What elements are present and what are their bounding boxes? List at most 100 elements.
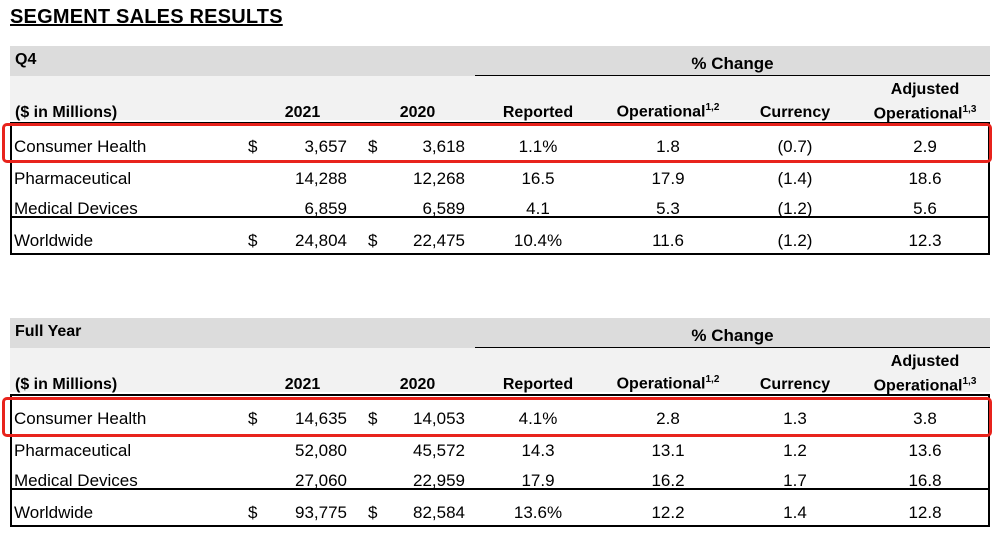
value-2021: 27,060 (295, 471, 347, 490)
segment-label: Medical Devices (14, 199, 138, 218)
operational-value: 12.2 (651, 503, 685, 522)
operational-value: 11.6 (652, 231, 684, 250)
period-label: Q4 (15, 51, 37, 68)
segment-label: Pharmaceutical (14, 441, 132, 460)
value-2020: 6,589 (422, 199, 465, 218)
reported-header: Reported (502, 376, 574, 393)
segment-label: Consumer Health (14, 409, 147, 428)
value-2021: 14,288 (295, 169, 347, 188)
value-2021: 14,635 (295, 409, 347, 428)
results-table (10, 394, 990, 527)
pct-change-header: % Change (691, 326, 774, 345)
header-band (10, 46, 990, 76)
operational-header-text: Operational (616, 375, 706, 393)
currency-value: (0.7) (777, 137, 813, 156)
value-2020: 14,053 (413, 409, 465, 428)
operational-value: 16.2 (651, 471, 685, 490)
currency-value: 1.2 (783, 441, 807, 460)
value-2020: 22,959 (413, 471, 465, 490)
currency-value: (1.2) (777, 199, 813, 218)
adjusted-header-line2: Operational1,3 (860, 376, 990, 394)
segment-label: Pharmaceutical (14, 169, 132, 188)
segment-label: Consumer Health (14, 137, 147, 156)
segment-label: Medical Devices (14, 471, 138, 490)
reported-value: 16.5 (521, 169, 555, 188)
reported-value: 4.1% (518, 409, 558, 428)
value-2021: 6,859 (304, 199, 347, 218)
q4-section: Q4 % Change ($ in Millions) 2021 2020 Re… (10, 46, 990, 256)
adjusted-value: 16.8 (908, 471, 942, 490)
worldwide-rule (12, 488, 988, 490)
reported-value: 17.9 (521, 471, 555, 490)
value-2020: 3,618 (422, 137, 465, 156)
pct-change-rule (475, 347, 990, 348)
dollar-sign: $ (368, 137, 378, 156)
dollar-sign: $ (248, 409, 258, 428)
operational-header-text: Operational (616, 103, 706, 121)
adjusted-value: 12.3 (908, 231, 942, 250)
period-label: Full Year (15, 323, 82, 340)
currency-value: (1.4) (777, 169, 813, 188)
operational-header: Operational1,2 (603, 102, 733, 121)
adjusted-value: 13.6 (908, 441, 942, 460)
value-2021: 3,657 (304, 137, 347, 156)
adjusted-value: 2.9 (913, 137, 937, 156)
currency-value: (1.2) (777, 231, 813, 250)
adjusted-header-text: Operational (873, 105, 963, 122)
header-band (10, 318, 990, 348)
year-2021-header: 2021 (284, 376, 321, 393)
full-year-section: Full Year % Change ($ in Millions) 2021 … (10, 318, 990, 528)
operational-value: 2.8 (656, 409, 680, 428)
reported-value: 4.1 (526, 199, 550, 218)
pct-change-header: % Change (691, 54, 774, 73)
dollar-sign: $ (248, 137, 258, 156)
operational-footnote: 1,2 (705, 374, 720, 385)
operational-value: 5.3 (656, 199, 680, 218)
dollar-sign: $ (248, 231, 258, 250)
value-2020: 45,572 (413, 441, 465, 460)
dollar-sign: $ (368, 409, 378, 428)
dollar-sign: $ (368, 503, 378, 522)
worldwide-rule (12, 216, 988, 218)
adjusted-header-line1: Adjusted (890, 353, 960, 370)
units-header: ($ in Millions) (15, 376, 118, 393)
operational-value: 13.1 (651, 441, 685, 460)
adjusted-value: 3.8 (913, 409, 937, 428)
adjusted-footnote: 1,3 (962, 376, 977, 387)
operational-value: 17.9 (651, 169, 685, 188)
reported-header: Reported (502, 104, 574, 121)
value-2021: 52,080 (295, 441, 347, 460)
dollar-sign: $ (368, 231, 378, 250)
pct-change-rule (475, 75, 990, 76)
currency-value: 1.3 (783, 409, 807, 428)
adjusted-footnote: 1,3 (962, 104, 977, 115)
adjusted-value: 18.6 (908, 169, 942, 188)
adjusted-value: 5.6 (913, 199, 937, 218)
segment-label: Worldwide (14, 231, 94, 250)
header-band-light (10, 348, 990, 392)
operational-value: 1.8 (656, 137, 680, 156)
reported-value: 13.6% (513, 503, 563, 522)
value-2021: 24,804 (295, 231, 347, 250)
value-2020: 12,268 (413, 169, 465, 188)
year-2021-header: 2021 (284, 104, 321, 121)
dollar-sign: $ (248, 503, 258, 522)
currency-header: Currency (759, 376, 831, 393)
currency-value: 1.7 (783, 471, 807, 490)
segment-label: Worldwide (14, 503, 94, 522)
currency-value: 1.4 (783, 503, 807, 522)
adjusted-header-text: Operational (873, 377, 963, 394)
value-2021: 93,775 (295, 503, 347, 522)
currency-header: Currency (759, 104, 831, 121)
year-2020-header: 2020 (399, 376, 436, 393)
page-title: SEGMENT SALES RESULTS (10, 6, 283, 28)
value-2020: 82,584 (413, 503, 465, 522)
reported-value: 10.4% (513, 231, 563, 250)
operational-header: Operational1,2 (603, 374, 733, 393)
header-band-light (10, 76, 990, 120)
adjusted-header-line2: Operational1,3 (860, 104, 990, 122)
year-2020-header: 2020 (399, 104, 436, 121)
adjusted-value: 12.8 (908, 503, 942, 522)
operational-footnote: 1,2 (705, 102, 720, 113)
reported-value: 14.3 (521, 441, 555, 460)
